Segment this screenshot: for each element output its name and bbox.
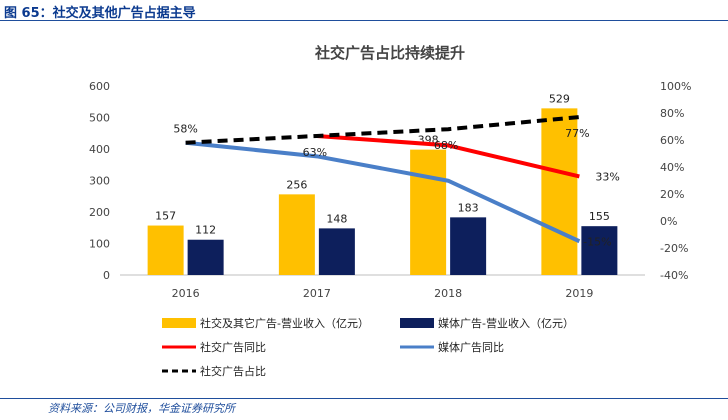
legend-swatch: [162, 318, 196, 328]
y-left-tick-label: 400: [89, 143, 110, 156]
chart-title: 社交广告占比持续提升: [314, 44, 465, 62]
line-value-label: 58%: [173, 123, 197, 136]
y-right-tick-label: -20%: [660, 242, 688, 255]
line-social-share: [185, 115, 580, 145]
bar-social: [541, 108, 578, 276]
y-left-tick-label: 500: [89, 112, 110, 125]
x-tick-label: 2017: [303, 287, 331, 300]
bar-value-label: 256: [286, 178, 307, 191]
y-right-tick-label: 0%: [660, 215, 677, 228]
x-tick-label: 2016: [172, 287, 200, 300]
legend-label: 社交广告同比: [200, 340, 266, 354]
line-value-label: 33%: [595, 170, 619, 183]
line-social-growth: [316, 133, 580, 179]
x-tick-label: 2018: [434, 287, 462, 300]
bar-social: [147, 225, 184, 275]
bar-value-label: 157: [155, 210, 176, 223]
y-left-tick-label: 600: [89, 80, 110, 93]
bar-media: [318, 228, 355, 275]
bar-social: [410, 149, 447, 275]
y-right-tick-label: -40%: [660, 269, 688, 282]
legend-label: 媒体广告-营业收入（亿元）: [438, 316, 574, 330]
legend-label: 社交广告占比: [200, 364, 266, 378]
x-tick-label: 2019: [565, 287, 593, 300]
y-left-tick-label: 200: [89, 206, 110, 219]
legend-swatch: [400, 318, 434, 328]
line-value-label: -15%: [583, 235, 611, 248]
bar-value-label: 155: [589, 210, 610, 223]
y-left-tick-label: 100: [89, 238, 110, 251]
chart: 社交广告占比持续提升 0 100 200 300 400 500 600 -40% -20% 0% 2…: [89, 44, 691, 378]
legend-label: 社交及其它广告-营业收入（亿元）: [200, 316, 369, 330]
bar-social: [278, 194, 315, 275]
y-right-tick-label: 20%: [660, 188, 684, 201]
legend-label: 媒体广告同比: [438, 340, 504, 354]
line-media-growth: [185, 140, 581, 244]
bar-value-label: 529: [549, 92, 570, 105]
y-left-tick-label: 300: [89, 175, 110, 188]
top-rule: [0, 20, 728, 21]
bar-value-label: 183: [458, 201, 479, 214]
figure-title: 图 65：社交及其他广告占据主导: [4, 6, 196, 21]
y-left-tick-label: 0: [103, 269, 110, 282]
bar-value-label: 148: [326, 212, 347, 225]
y-right-tick-label: 40%: [660, 161, 684, 174]
line-value-label: 68%: [434, 139, 458, 152]
bar-value-label: 112: [195, 224, 216, 237]
y-right-tick-label: 100%: [660, 80, 691, 93]
source-note: 资料来源：公司财报，华金证券研究所: [48, 402, 235, 415]
bottom-rule: [0, 398, 728, 399]
y-right-tick-label: 60%: [660, 134, 684, 147]
line-value-label: 77%: [565, 127, 589, 140]
bar-media: [450, 217, 487, 275]
y-right-tick-label: 80%: [660, 107, 684, 120]
bar-media: [581, 226, 618, 275]
line-value-label: 63%: [303, 146, 327, 159]
bar-media: [187, 239, 224, 275]
